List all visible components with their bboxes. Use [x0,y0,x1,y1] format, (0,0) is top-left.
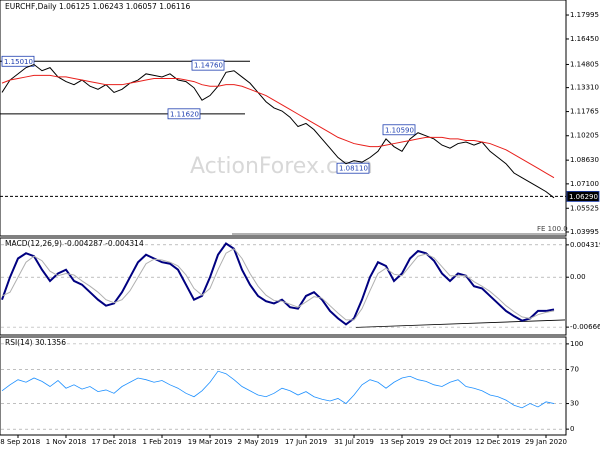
y-tick-label: 1.17995 [570,11,599,19]
series-line [1,370,555,409]
level-box [167,108,201,120]
y-tick-label: 1.03995 [570,228,599,236]
series-line [1,63,555,199]
rsi-panel [0,336,567,436]
series-line [1,74,555,179]
y-tick-label: 30 [570,400,579,408]
level-box [1,55,35,67]
fe-label: FE 100.0 [537,225,568,233]
rsi-title: RSI(14) 30.1356 [5,338,66,347]
level-label: 1.14760 [194,62,223,70]
x-tick-label: 1 Nov 2018 [46,438,86,446]
x-tick-label: 29 Jan 2020 [525,438,567,446]
level-box [566,191,600,202]
y-tick-label: 70 [570,365,579,373]
y-tick-label: 1.14805 [570,60,599,68]
macd-panel [0,237,567,336]
y-tick-label: 1.11765 [570,108,599,116]
x-tick-label: 19 Mar 2019 [188,438,232,446]
price-panel [0,0,567,237]
level-label: 1.10590 [385,126,414,134]
y-tick-label: -0.006663 [570,323,600,331]
y-tick-label: 1.07100 [570,180,599,188]
x-tick-label: 17 Jun 2019 [285,438,327,446]
y-tick-label: 1.16450 [570,35,599,43]
x-tick-label: 18 Sep 2018 [0,438,40,446]
x-tick-label: 13 Sep 2019 [380,438,424,446]
y-tick-label: 100 [570,340,583,348]
series-line [1,248,555,321]
level-label: 1.08110 [339,165,368,173]
y-tick-label: 1.10205 [570,132,599,140]
y-tick-label: 0 [570,425,574,433]
level-label: 1.15010 [4,58,33,66]
y-tick-label: 1.13310 [570,84,599,92]
y-tick-label: 0.004319 [570,241,600,249]
x-tick-label: 31 Jul 2019 [334,438,374,446]
x-tick-label: 2 May 2019 [237,438,278,446]
series-line [1,242,555,326]
level-box [191,59,225,71]
x-tick-label: 17 Dec 2018 [92,438,137,446]
x-tick-label: 29 Oct 2019 [428,438,471,446]
level-label: 1.06290 [569,193,598,201]
x-tick-label: 12 Dec 2019 [476,438,521,446]
y-tick-label: 1.05525 [570,204,599,212]
trendline [355,319,566,328]
level-box [336,162,370,174]
chart-title: EURCHF,Daily 1.06125 1.06243 1.06057 1.0… [5,2,190,11]
level-box [382,124,416,136]
y-tick-label: 0.00 [570,273,586,281]
x-tick-label: 1 Feb 2019 [142,438,181,446]
level-label: 1.11620 [170,110,199,118]
macd-title: MACD(12,26,9) -0.004287 -0.004314 [5,239,144,248]
y-tick-label: 1.08630 [570,156,599,164]
